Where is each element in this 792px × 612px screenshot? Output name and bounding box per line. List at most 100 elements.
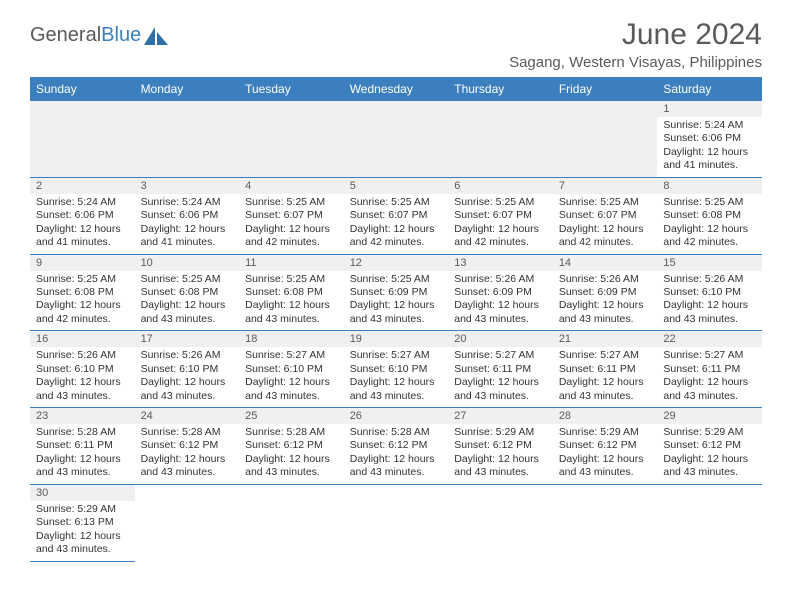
- daylight-line: Daylight: 12 hours and 42 minutes.: [350, 223, 443, 250]
- sunrise-line: Sunrise: 5:25 AM: [245, 196, 338, 209]
- calendar-cell: 24Sunrise: 5:28 AMSunset: 6:12 PMDayligh…: [135, 408, 240, 485]
- sunrise-line: Sunrise: 5:29 AM: [36, 503, 129, 516]
- calendar-cell: 29Sunrise: 5:29 AMSunset: 6:12 PMDayligh…: [657, 408, 762, 485]
- day-details: Sunrise: 5:26 AMSunset: 6:10 PMDaylight:…: [135, 347, 240, 407]
- sunrise-line: Sunrise: 5:24 AM: [36, 196, 129, 209]
- calendar-cell: 11Sunrise: 5:25 AMSunset: 6:08 PMDayligh…: [239, 254, 344, 331]
- sunrise-line: Sunrise: 5:25 AM: [350, 273, 443, 286]
- month-title: June 2024: [509, 18, 762, 52]
- calendar-cell: 14Sunrise: 5:26 AMSunset: 6:09 PMDayligh…: [553, 254, 658, 331]
- daylight-line: Daylight: 12 hours and 43 minutes.: [141, 453, 234, 480]
- calendar-head: SundayMondayTuesdayWednesdayThursdayFrid…: [30, 77, 762, 101]
- daylight-line: Daylight: 12 hours and 42 minutes.: [663, 223, 756, 250]
- day-number: 10: [135, 255, 240, 271]
- day-number: 1: [657, 101, 762, 117]
- sunrise-line: Sunrise: 5:24 AM: [663, 119, 756, 132]
- daylight-line: Daylight: 12 hours and 43 minutes.: [454, 453, 547, 480]
- sunrise-line: Sunrise: 5:27 AM: [559, 349, 652, 362]
- day-details: Sunrise: 5:27 AMSunset: 6:11 PMDaylight:…: [553, 347, 658, 407]
- calendar-cell: 4Sunrise: 5:25 AMSunset: 6:07 PMDaylight…: [239, 177, 344, 254]
- daylight-line: Daylight: 12 hours and 43 minutes.: [559, 299, 652, 326]
- calendar-cell: 9Sunrise: 5:25 AMSunset: 6:08 PMDaylight…: [30, 254, 135, 331]
- calendar-cell: 8Sunrise: 5:25 AMSunset: 6:08 PMDaylight…: [657, 177, 762, 254]
- location-subtitle: Sagang, Western Visayas, Philippines: [509, 54, 762, 71]
- day-details: Sunrise: 5:24 AMSunset: 6:06 PMDaylight:…: [30, 194, 135, 254]
- calendar-cell: 15Sunrise: 5:26 AMSunset: 6:10 PMDayligh…: [657, 254, 762, 331]
- sunrise-line: Sunrise: 5:25 AM: [559, 196, 652, 209]
- day-number: 23: [30, 408, 135, 424]
- calendar-cell: 6Sunrise: 5:25 AMSunset: 6:07 PMDaylight…: [448, 177, 553, 254]
- sunrise-line: Sunrise: 5:29 AM: [454, 426, 547, 439]
- day-number: 27: [448, 408, 553, 424]
- daylight-line: Daylight: 12 hours and 43 minutes.: [245, 299, 338, 326]
- sunset-line: Sunset: 6:12 PM: [559, 439, 652, 452]
- sunrise-line: Sunrise: 5:26 AM: [454, 273, 547, 286]
- calendar-cell-blank: [135, 484, 240, 561]
- calendar-cell: 3Sunrise: 5:24 AMSunset: 6:06 PMDaylight…: [135, 177, 240, 254]
- day-number: 20: [448, 331, 553, 347]
- calendar-cell: 18Sunrise: 5:27 AMSunset: 6:10 PMDayligh…: [239, 331, 344, 408]
- calendar-cell: 25Sunrise: 5:28 AMSunset: 6:12 PMDayligh…: [239, 408, 344, 485]
- sunrise-line: Sunrise: 5:27 AM: [663, 349, 756, 362]
- calendar-row: 23Sunrise: 5:28 AMSunset: 6:11 PMDayligh…: [30, 408, 762, 485]
- daylight-line: Daylight: 12 hours and 43 minutes.: [245, 376, 338, 403]
- sunset-line: Sunset: 6:08 PM: [141, 286, 234, 299]
- sunrise-line: Sunrise: 5:28 AM: [350, 426, 443, 439]
- day-number: 12: [344, 255, 449, 271]
- day-header: Thursday: [448, 77, 553, 101]
- day-number: 13: [448, 255, 553, 271]
- day-number: 22: [657, 331, 762, 347]
- day-details: Sunrise: 5:25 AMSunset: 6:07 PMDaylight:…: [344, 194, 449, 254]
- daylight-line: Daylight: 12 hours and 43 minutes.: [663, 299, 756, 326]
- sunrise-line: Sunrise: 5:25 AM: [663, 196, 756, 209]
- daylight-line: Daylight: 12 hours and 43 minutes.: [663, 376, 756, 403]
- calendar-cell: 7Sunrise: 5:25 AMSunset: 6:07 PMDaylight…: [553, 177, 658, 254]
- day-number: 18: [239, 331, 344, 347]
- day-details: Sunrise: 5:29 AMSunset: 6:12 PMDaylight:…: [553, 424, 658, 484]
- sunset-line: Sunset: 6:11 PM: [36, 439, 129, 452]
- calendar-cell: 28Sunrise: 5:29 AMSunset: 6:12 PMDayligh…: [553, 408, 658, 485]
- sunrise-line: Sunrise: 5:25 AM: [36, 273, 129, 286]
- title-block: June 2024 Sagang, Western Visayas, Phili…: [509, 18, 762, 71]
- calendar-cell: 17Sunrise: 5:26 AMSunset: 6:10 PMDayligh…: [135, 331, 240, 408]
- day-details: Sunrise: 5:26 AMSunset: 6:09 PMDaylight:…: [553, 271, 658, 331]
- sunrise-line: Sunrise: 5:27 AM: [454, 349, 547, 362]
- sunset-line: Sunset: 6:09 PM: [350, 286, 443, 299]
- day-details: Sunrise: 5:25 AMSunset: 6:09 PMDaylight:…: [344, 271, 449, 331]
- calendar-cell: 20Sunrise: 5:27 AMSunset: 6:11 PMDayligh…: [448, 331, 553, 408]
- day-details: Sunrise: 5:25 AMSunset: 6:08 PMDaylight:…: [657, 194, 762, 254]
- daylight-line: Daylight: 12 hours and 43 minutes.: [36, 453, 129, 480]
- calendar-cell-blank: [239, 101, 344, 177]
- day-number: 26: [344, 408, 449, 424]
- day-number: 6: [448, 178, 553, 194]
- daylight-line: Daylight: 12 hours and 43 minutes.: [559, 376, 652, 403]
- day-header: Monday: [135, 77, 240, 101]
- sunset-line: Sunset: 6:08 PM: [663, 209, 756, 222]
- day-details: Sunrise: 5:27 AMSunset: 6:11 PMDaylight:…: [657, 347, 762, 407]
- day-details: Sunrise: 5:25 AMSunset: 6:08 PMDaylight:…: [239, 271, 344, 331]
- day-details: Sunrise: 5:25 AMSunset: 6:07 PMDaylight:…: [553, 194, 658, 254]
- day-details: Sunrise: 5:28 AMSunset: 6:12 PMDaylight:…: [344, 424, 449, 484]
- sunset-line: Sunset: 6:10 PM: [350, 363, 443, 376]
- daylight-line: Daylight: 12 hours and 41 minutes.: [36, 223, 129, 250]
- sunset-line: Sunset: 6:11 PM: [559, 363, 652, 376]
- day-number: 14: [553, 255, 658, 271]
- calendar-cell: 22Sunrise: 5:27 AMSunset: 6:11 PMDayligh…: [657, 331, 762, 408]
- daylight-line: Daylight: 12 hours and 43 minutes.: [36, 530, 129, 557]
- sunrise-line: Sunrise: 5:28 AM: [141, 426, 234, 439]
- sunset-line: Sunset: 6:08 PM: [36, 286, 129, 299]
- day-number: 29: [657, 408, 762, 424]
- day-details: Sunrise: 5:26 AMSunset: 6:10 PMDaylight:…: [30, 347, 135, 407]
- calendar-cell-blank: [448, 484, 553, 561]
- calendar-row: 1Sunrise: 5:24 AMSunset: 6:06 PMDaylight…: [30, 101, 762, 177]
- daylight-line: Daylight: 12 hours and 43 minutes.: [454, 299, 547, 326]
- header: GeneralBlue June 2024 Sagang, Western Vi…: [30, 18, 762, 71]
- sunset-line: Sunset: 6:10 PM: [663, 286, 756, 299]
- sunset-line: Sunset: 6:07 PM: [245, 209, 338, 222]
- day-number: 7: [553, 178, 658, 194]
- calendar-cell-blank: [344, 484, 449, 561]
- calendar-cell: 5Sunrise: 5:25 AMSunset: 6:07 PMDaylight…: [344, 177, 449, 254]
- sunset-line: Sunset: 6:06 PM: [36, 209, 129, 222]
- calendar-cell: 10Sunrise: 5:25 AMSunset: 6:08 PMDayligh…: [135, 254, 240, 331]
- sunset-line: Sunset: 6:07 PM: [454, 209, 547, 222]
